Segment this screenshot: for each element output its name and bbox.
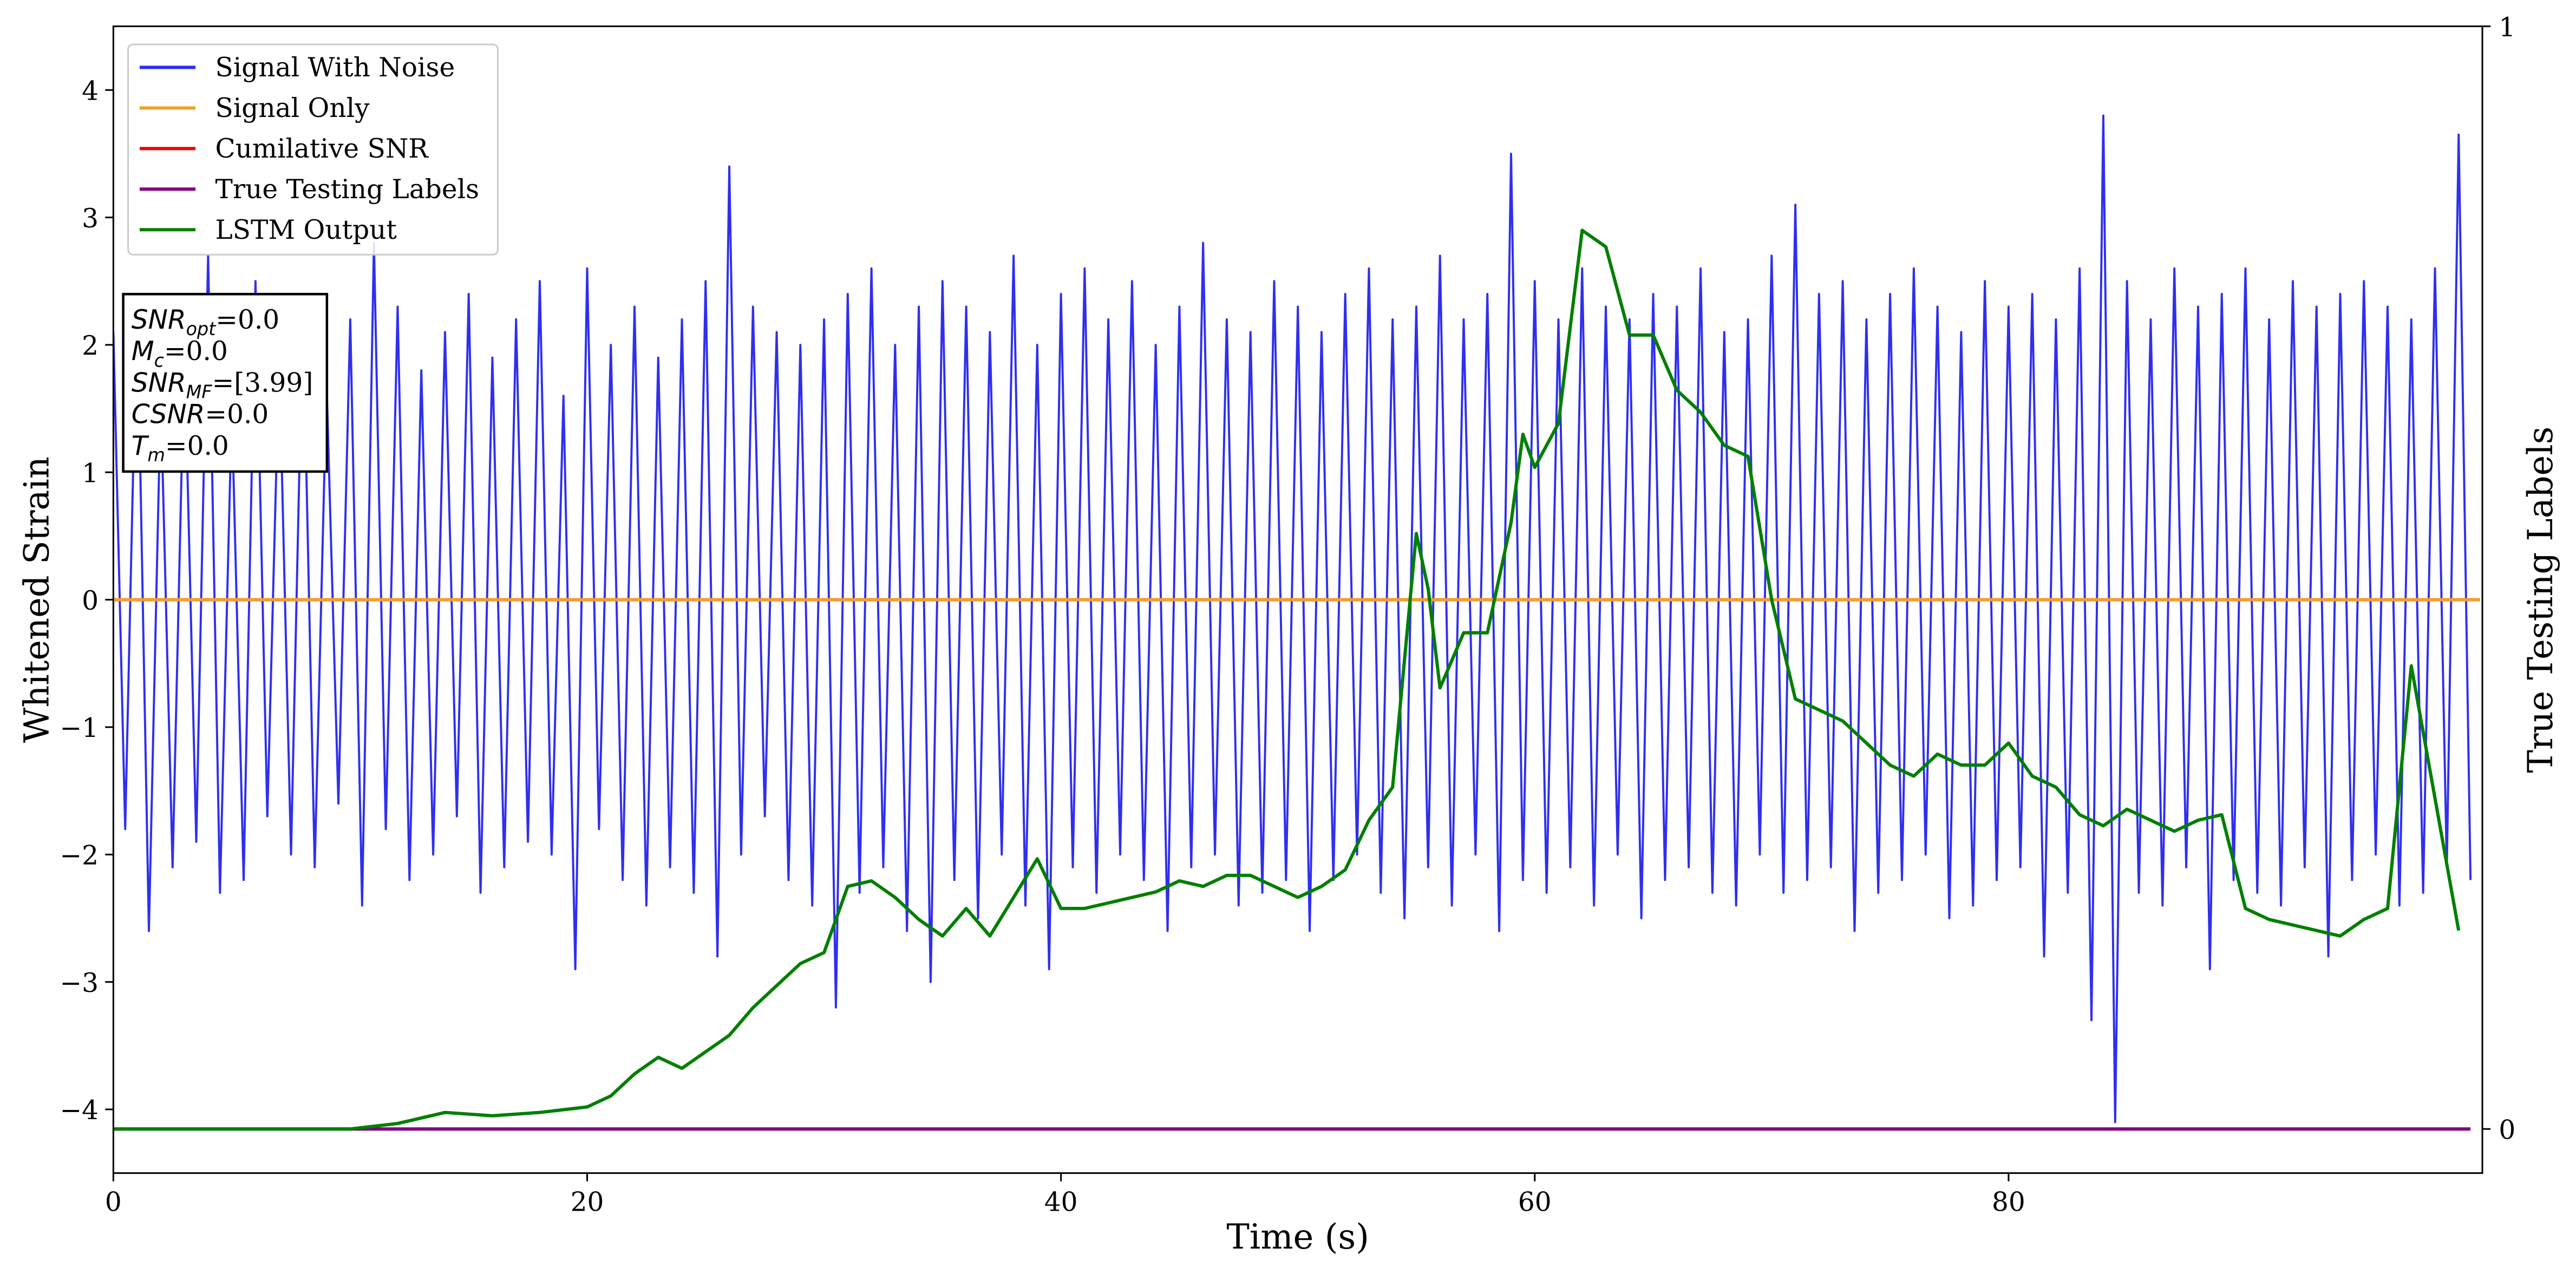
y-tick-label: −2 [60, 841, 99, 871]
legend-label: Cumilative SNR [215, 134, 429, 164]
plot-area [113, 114, 2480, 1131]
legend-label: LSTM Output [215, 215, 397, 245]
annotation-text: SNRopt=0.0 [132, 305, 279, 339]
series-line [113, 228, 2461, 1131]
y-tick-label: 0 [82, 586, 99, 616]
y-tick-label: 1 [82, 458, 99, 488]
y2-tick-label: 0 [2499, 1115, 2515, 1145]
legend-label: Signal Only [215, 93, 370, 123]
x-tick-label: 40 [1044, 1187, 1078, 1217]
y2-axis-label: True Testing Labels [2521, 427, 2561, 773]
annotation-text: CSNR=0.0 [132, 400, 269, 430]
y-tick-label: 4 [82, 76, 99, 106]
annotation-value: =0.0 [165, 431, 229, 461]
annotation-text: Mc=0.0 [132, 336, 228, 371]
legend: Signal With Noise Signal Only Cumilative S… [127, 43, 499, 256]
legend-box [127, 43, 499, 256]
x-axis-label: Time (s) [1226, 1217, 1369, 1257]
plot-frame [112, 25, 2483, 1174]
legend-label: Signal With Noise [215, 53, 455, 83]
y-tick-label: 2 [82, 331, 99, 361]
annotation-value: =0.0 [205, 400, 269, 430]
annotation-subscript: opt [186, 318, 217, 339]
annotation-subscript: MF [186, 382, 213, 403]
x-tick-label: 0 [105, 1187, 122, 1217]
y-tick-label: −1 [60, 713, 99, 743]
legend-label: True Testing Labels [215, 174, 480, 205]
y-tick-label: −4 [60, 1095, 99, 1126]
annotation-symbol: SNR [132, 368, 186, 398]
y2-tick-label: 1 [2499, 12, 2515, 43]
y-tick-label: −3 [60, 968, 99, 998]
annotation-text: SNRMF=[3.99] [132, 368, 313, 402]
series-line [113, 114, 2472, 1123]
annotation-symbol: T [132, 431, 149, 461]
y-tick-label: 3 [82, 204, 99, 234]
annotation-symbol: M [132, 336, 154, 367]
x-tick-label: 60 [1518, 1187, 1552, 1217]
annotation-value: =0.0 [215, 305, 279, 335]
x-tick-label: 80 [1992, 1187, 2025, 1217]
annotation-value: =[3.99] [212, 368, 313, 398]
annotation-symbol: CSNR [132, 400, 205, 430]
annotation-subscript: c [154, 350, 164, 371]
annotation-frame [122, 292, 329, 473]
annotation-box: SNRopt=0.0Mc=0.0SNRMF=[3.99]CSNR=0.0Tm=0… [122, 292, 329, 473]
annotation-value: =0.0 [164, 336, 228, 367]
annotation-subscript: m [147, 445, 165, 466]
annotation-text: Tm=0.0 [132, 431, 229, 466]
y-axis-label: Whitened Strain [17, 456, 57, 743]
annotation-symbol: SNR [132, 305, 186, 335]
x-tick-label: 20 [571, 1187, 604, 1217]
